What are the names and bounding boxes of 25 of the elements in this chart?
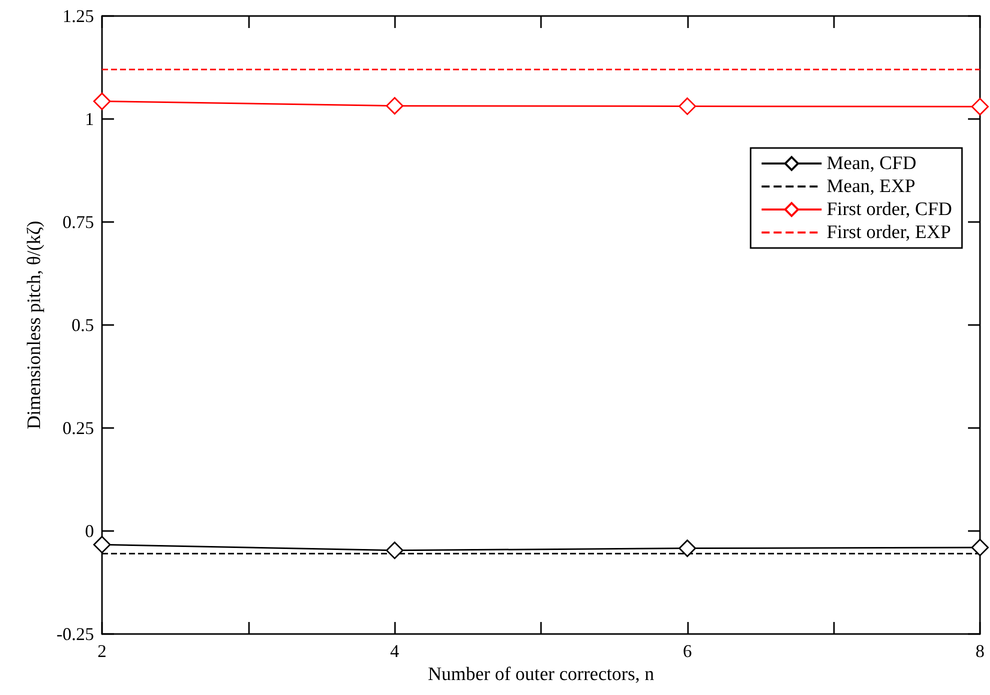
y-tick-label: 0 [85, 521, 94, 541]
point [678, 540, 696, 558]
y-tick-label: 1.25 [62, 6, 94, 26]
y-tick-label: 0.5 [72, 315, 94, 335]
legend-label: First order, EXP [826, 222, 951, 243]
legend-label: Mean, EXP [826, 176, 916, 197]
y-tick-label: -0.25 [56, 624, 94, 644]
x-tick-label: 2 [98, 641, 106, 661]
y-tick-label: 0.75 [62, 212, 94, 232]
x-axis-title: Number of outer correctors, n [428, 664, 655, 685]
x-tick-label: 6 [682, 641, 692, 661]
point [386, 542, 404, 560]
point [93, 536, 111, 554]
x-tick-label: 4 [390, 641, 400, 661]
legend-label: Mean, CFD [826, 153, 916, 174]
y-axis-title: Dimensionless pitch, θ/(kζ) [24, 220, 45, 430]
point [971, 538, 989, 556]
point [386, 97, 404, 115]
x-tick-label: 8 [976, 641, 984, 661]
point [678, 97, 696, 115]
y-tick-label: 1 [85, 109, 94, 129]
point [93, 92, 111, 110]
y-tick-label: 0.25 [62, 418, 94, 438]
legend-label: First order, CFD [826, 199, 952, 220]
point [971, 98, 989, 116]
